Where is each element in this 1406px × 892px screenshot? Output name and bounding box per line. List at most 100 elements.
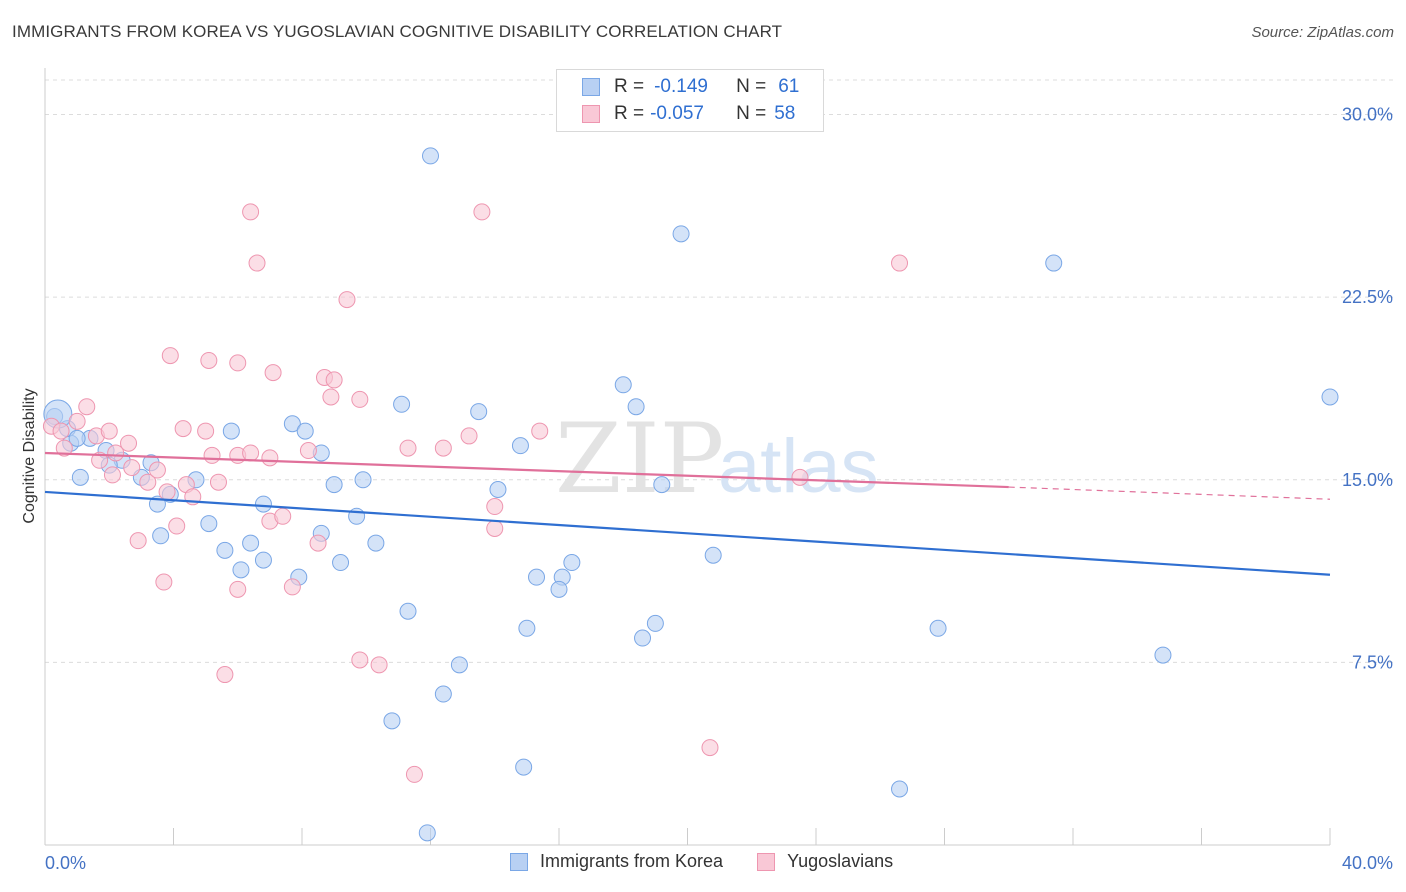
data-point [646,614,664,632]
data-point [486,519,504,537]
data-point [254,495,272,513]
legend-n-value: 58 [774,103,796,124]
data-point [614,376,632,394]
x-tick-labels: 0.0% 40.0% [45,853,1393,873]
data-point [528,568,546,586]
data-point [283,578,301,596]
legend-row-yugo: R = -0.057 N = 58 [582,103,795,125]
data-point [354,471,372,489]
data-point [434,439,452,457]
data-point [309,534,327,552]
data-point [791,468,809,486]
legend-n-label: N = [736,76,767,97]
data-point [338,291,356,309]
data-point [203,446,221,464]
watermark: ZIP atlas [555,403,879,515]
data-point [229,354,247,372]
data-point [139,473,157,491]
bottom-legend-item-korea: Immigrants from Korea [510,851,723,872]
data-point [216,541,234,559]
y-tick-label: 30.0% [1342,105,1393,125]
legend-n-value: 61 [778,76,800,97]
data-point [232,561,250,579]
data-point [254,551,272,569]
data-point [351,651,369,669]
data-point [174,420,192,438]
data-point [701,739,719,757]
data-point [929,619,947,637]
data-point [103,466,121,484]
bottom-legend-label-korea: Immigrants from Korea [540,851,724,871]
data-point [197,422,215,440]
data-point [209,473,227,491]
data-point [325,371,343,389]
y-tick-labels: 7.5% 15.0% 22.5% 30.0% [1342,105,1393,673]
data-point [148,461,166,479]
data-point [367,534,385,552]
watermark-atlas: atlas [718,424,879,509]
data-point [653,476,671,494]
source-label: Source: ZipAtlas.com [1251,24,1394,41]
data-point [264,364,282,382]
data-point [399,602,417,620]
x-tick-label: 40.0% [1342,853,1393,873]
data-point [155,573,173,591]
data-point [422,147,439,165]
bottom-legend-label-yugo: Yugoslavians [787,851,894,871]
data-point [891,780,909,798]
y-axis-label: Cognitive Disability [21,388,38,523]
data-point [470,403,488,421]
bottom-legend-swatch-yugo [757,852,776,871]
data-point [200,515,218,533]
data-point [1045,254,1063,272]
data-point [91,451,109,469]
chart-title: IMMIGRANTS FROM KOREA VS YUGOSLAVIAN COG… [12,22,783,41]
data-point [68,429,86,447]
data-point [393,395,411,413]
data-point [161,347,179,365]
watermark-zip: ZIP [555,403,724,515]
data-point [460,427,478,445]
data-point [152,527,170,545]
data-point [123,459,141,477]
bottom-legend: Immigrants from Korea Yugoslavians [510,851,927,872]
data-point [107,444,125,462]
bottom-legend-item-yugo: Yugoslavians [757,851,893,872]
data-point [216,666,234,684]
data-point [296,422,314,440]
data-point [242,444,260,462]
data-point [78,398,96,416]
legend-r-value: -0.149 [654,76,708,97]
legend-row-korea: R = -0.149 N = 61 [582,76,799,98]
data-point [511,437,529,455]
data-point [261,449,279,467]
data-point [383,712,401,730]
data-point [299,442,317,460]
data-point [1321,388,1339,406]
data-point [418,824,436,842]
data-point [473,203,491,221]
data-point [399,439,417,457]
data-point [351,390,369,408]
data-point [370,656,388,674]
data-point [672,225,690,243]
legend-n-label: N = [736,103,767,124]
trend-line-korea [44,490,1331,576]
data-point [274,507,292,525]
y-tick-label: 22.5% [1342,287,1393,307]
data-point [52,422,70,440]
data-point [405,765,423,783]
data-point [634,629,652,647]
data-point [563,554,581,572]
legend-r-label: R = [614,103,645,124]
data-point [1154,646,1172,664]
data-point [434,685,452,703]
data-point [168,517,186,535]
legend-swatch-yugo [582,105,600,123]
data-point [891,254,909,272]
trend-line-yugo [44,451,1009,489]
data-point [450,656,468,674]
data-point [158,483,176,501]
data-point [486,498,504,516]
